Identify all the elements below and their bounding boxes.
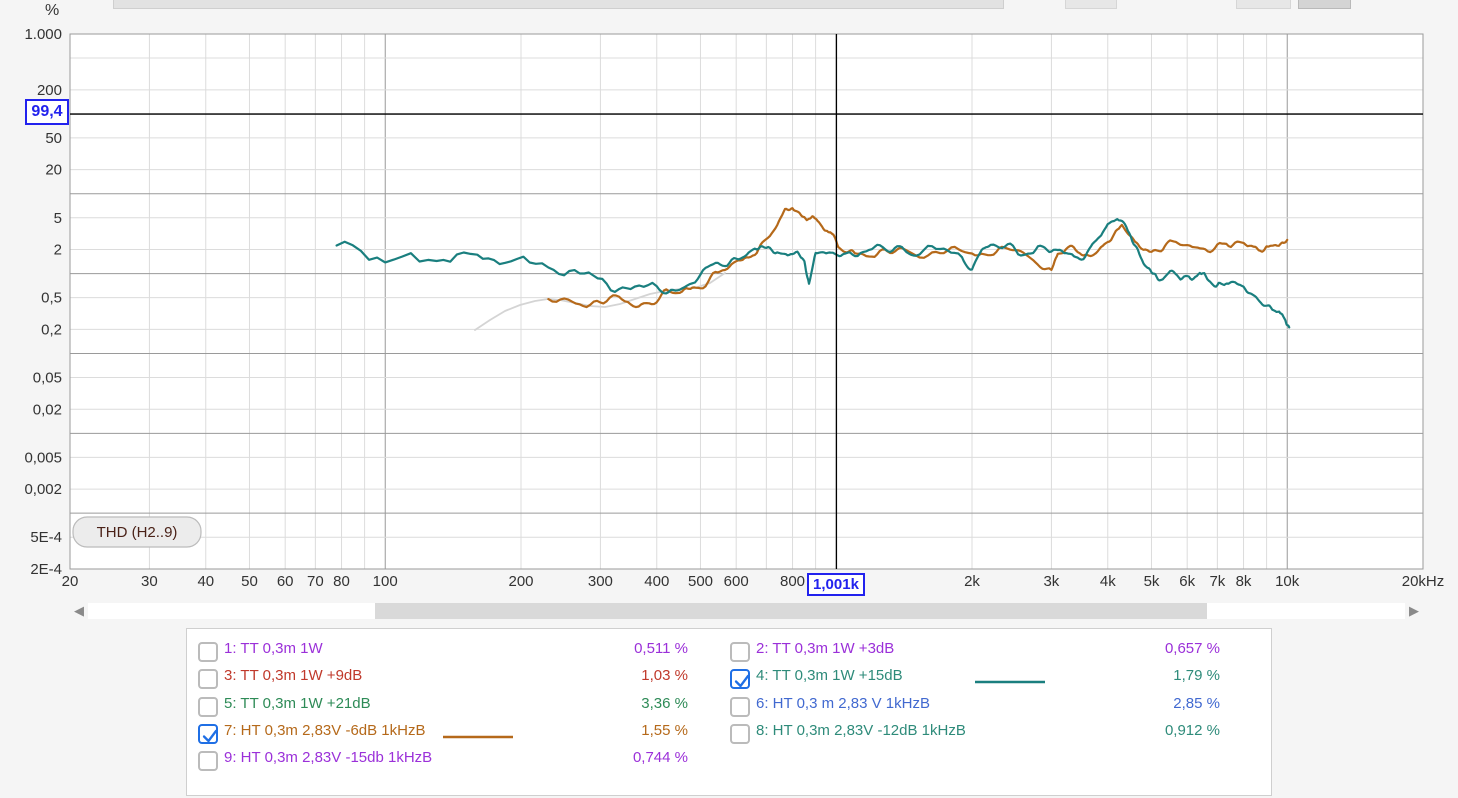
svg-text:80: 80: [333, 573, 350, 590]
svg-text:5: 5: [54, 210, 62, 227]
svg-text:0,002: 0,002: [24, 481, 62, 498]
svg-text:200: 200: [37, 82, 62, 99]
svg-text:70: 70: [307, 573, 324, 590]
svg-text:5k: 5k: [1144, 573, 1160, 590]
svg-text:2k: 2k: [964, 573, 980, 590]
svg-text:6k: 6k: [1179, 573, 1195, 590]
svg-text:0,2: 0,2: [41, 321, 62, 338]
svg-text:5E-4: 5E-4: [30, 529, 62, 546]
svg-text:300: 300: [588, 573, 613, 590]
svg-text:7k: 7k: [1209, 573, 1225, 590]
svg-text:2: 2: [54, 242, 62, 259]
svg-text:8k: 8k: [1236, 573, 1252, 590]
svg-text:10k: 10k: [1275, 573, 1300, 590]
svg-text:60: 60: [277, 573, 294, 590]
svg-text:20: 20: [45, 162, 62, 179]
svg-text:1.000: 1.000: [24, 26, 62, 43]
svg-text:0,05: 0,05: [33, 370, 62, 387]
svg-text:0,5: 0,5: [41, 290, 62, 307]
svg-text:50: 50: [45, 130, 62, 147]
svg-text:3k: 3k: [1043, 573, 1059, 590]
svg-text:100: 100: [373, 573, 398, 590]
svg-text:30: 30: [141, 573, 158, 590]
svg-text:20: 20: [62, 573, 79, 590]
svg-text:40: 40: [197, 573, 214, 590]
svg-text:0,005: 0,005: [24, 449, 62, 466]
svg-text:800: 800: [780, 573, 805, 590]
svg-text:600: 600: [724, 573, 749, 590]
svg-text:500: 500: [688, 573, 713, 590]
svg-text:4k: 4k: [1100, 573, 1116, 590]
svg-text:50: 50: [241, 573, 258, 590]
svg-text:0,02: 0,02: [33, 401, 62, 418]
svg-text:THD (H2..9): THD (H2..9): [97, 524, 178, 541]
svg-text:20kHz: 20kHz: [1402, 573, 1445, 590]
svg-text:400: 400: [644, 573, 669, 590]
svg-text:2E-4: 2E-4: [30, 561, 62, 578]
svg-text:200: 200: [508, 573, 533, 590]
